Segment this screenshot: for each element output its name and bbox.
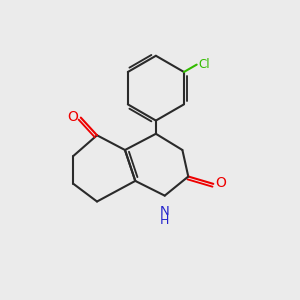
Text: Cl: Cl <box>199 58 210 71</box>
Text: H: H <box>160 214 169 227</box>
Text: N: N <box>160 205 169 218</box>
Text: O: O <box>68 110 78 124</box>
Text: O: O <box>216 176 226 190</box>
